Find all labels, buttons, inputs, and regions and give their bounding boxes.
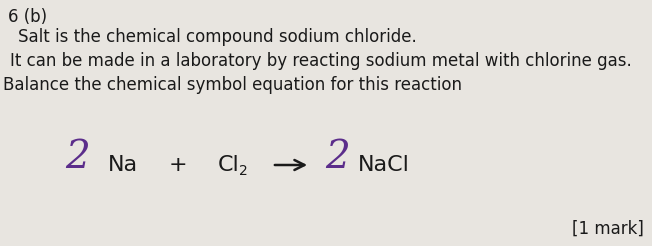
Text: [1 mark]: [1 mark]	[572, 220, 644, 238]
Text: Na: Na	[108, 155, 138, 175]
Text: NaCl: NaCl	[358, 155, 410, 175]
Text: 2: 2	[66, 138, 91, 175]
Text: +: +	[169, 155, 187, 175]
Text: Balance the chemical symbol equation for this reaction: Balance the chemical symbol equation for…	[3, 76, 462, 94]
Text: 2: 2	[325, 138, 350, 175]
Text: 6 (b): 6 (b)	[8, 8, 47, 26]
Text: Salt is the chemical compound sodium chloride.: Salt is the chemical compound sodium chl…	[18, 28, 417, 46]
Text: 2: 2	[239, 164, 248, 178]
Text: Cl: Cl	[218, 155, 240, 175]
Text: It can be made in a laboratory by reacting sodium metal with chlorine gas.: It can be made in a laboratory by reacti…	[10, 52, 632, 70]
